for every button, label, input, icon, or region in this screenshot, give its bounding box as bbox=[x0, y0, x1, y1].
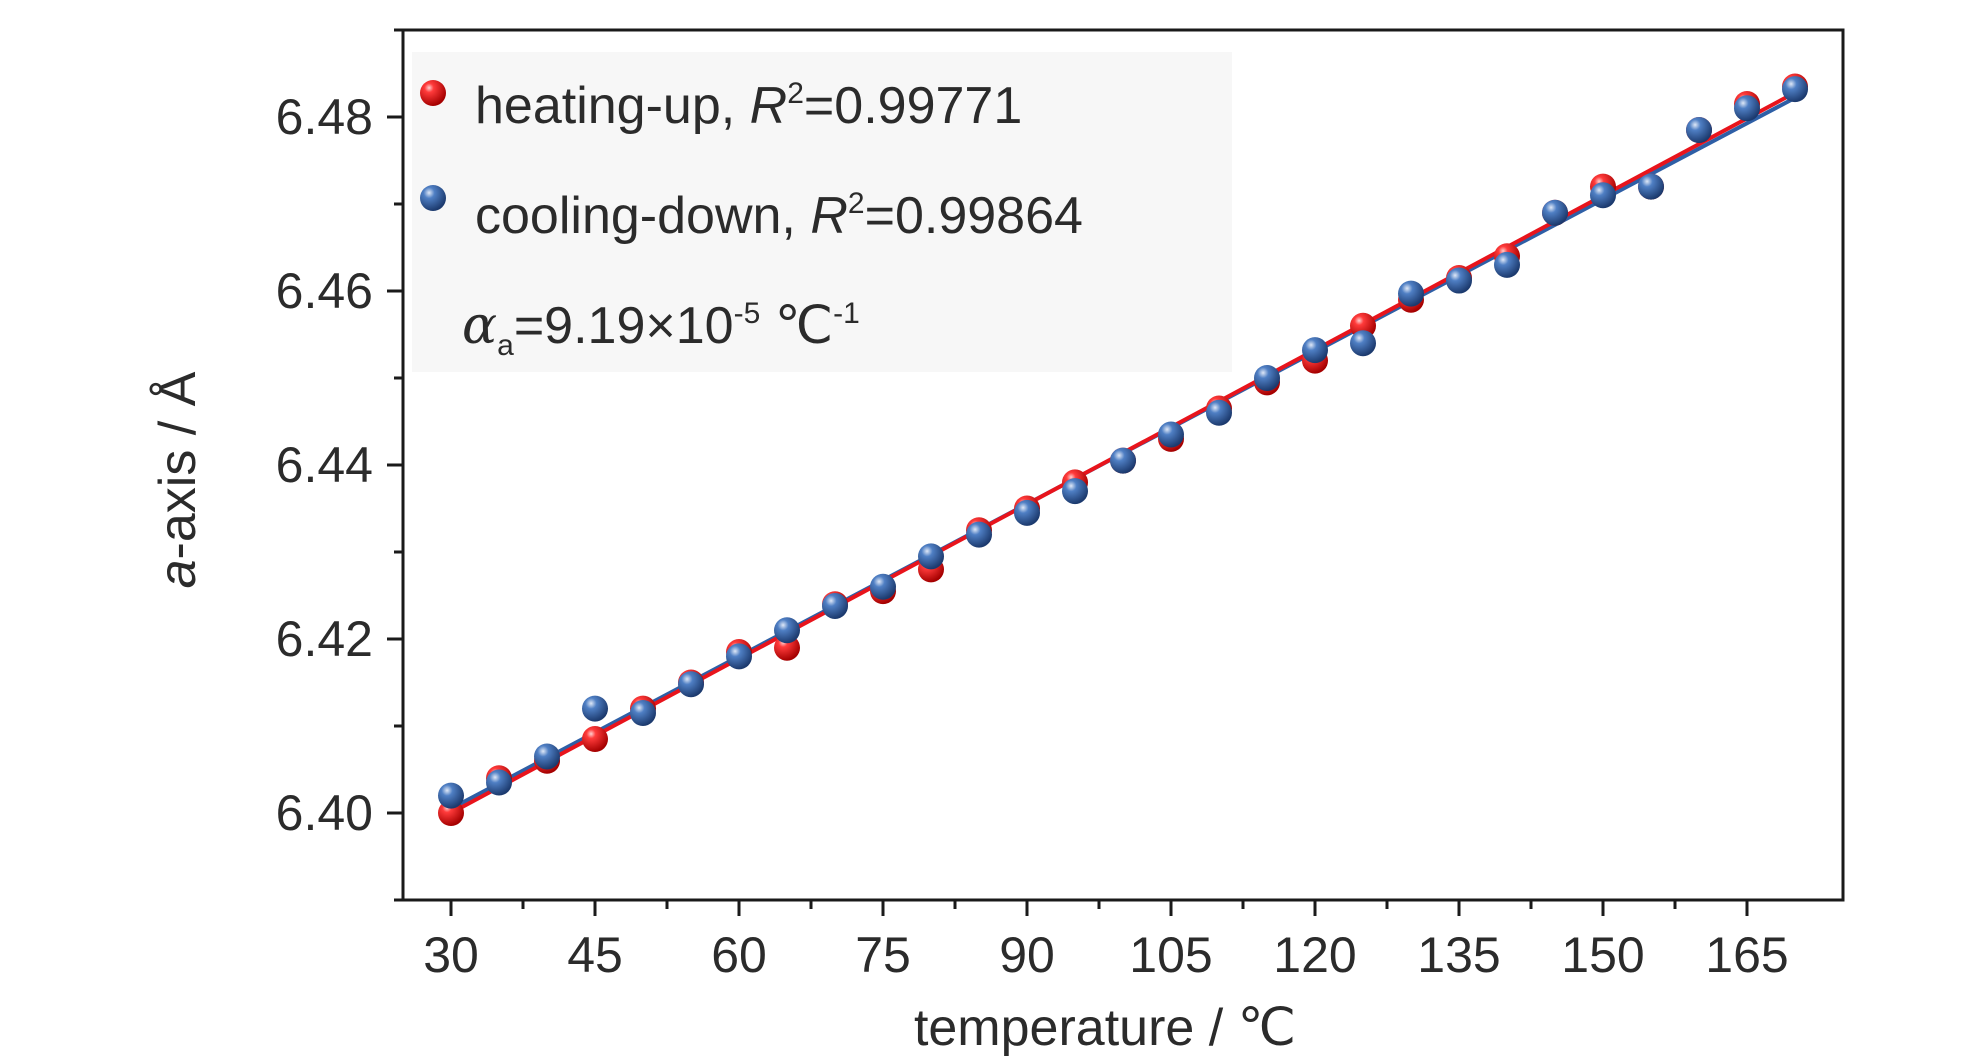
y-tick-label: 6.44 bbox=[276, 437, 373, 493]
legend-entry-cooling: cooling-down, R2=0.99864 bbox=[475, 187, 1083, 245]
alpha-unit: ℃ bbox=[775, 297, 833, 355]
alpha-value: =9.19×10 bbox=[514, 297, 734, 355]
cooling-point bbox=[870, 573, 896, 600]
alpha-exponent: -5 bbox=[734, 297, 761, 330]
axis-ticks bbox=[387, 28, 1749, 916]
cooling-point bbox=[822, 592, 848, 619]
cooling-point bbox=[1734, 95, 1760, 122]
cooling-point bbox=[534, 743, 560, 770]
x-axis-title: temperature / ℃ bbox=[914, 999, 1296, 1057]
cooling-point bbox=[1398, 280, 1424, 307]
alpha-subscript: a bbox=[497, 329, 514, 362]
legend-panel bbox=[412, 52, 1232, 372]
cooling-point bbox=[1206, 399, 1232, 426]
cooling-point bbox=[1014, 499, 1040, 526]
legend-heating-r2: =0.99771 bbox=[804, 77, 1022, 135]
cooling-point bbox=[630, 699, 656, 726]
y-tick-labels: 6.40 6.42 6.44 6.46 6.48 bbox=[276, 89, 373, 841]
alpha-unit-exponent: -1 bbox=[833, 297, 860, 330]
legend: heating-up, R2=0.99771 cooling-down, R2=… bbox=[420, 77, 1083, 362]
cooling-point bbox=[1350, 330, 1376, 357]
cooling-point bbox=[1638, 173, 1664, 200]
cooling-point bbox=[1062, 478, 1088, 505]
x-tick-label: 150 bbox=[1561, 927, 1644, 983]
x-tick-label: 165 bbox=[1705, 927, 1788, 983]
cooling-point bbox=[774, 617, 800, 644]
legend-heating-name: heating-up bbox=[475, 77, 721, 135]
cooling-point bbox=[1254, 365, 1280, 391]
cooling-point bbox=[1590, 182, 1616, 209]
cooling-point bbox=[1782, 76, 1808, 103]
cooling-point bbox=[1110, 447, 1136, 474]
legend-marker-heating bbox=[420, 80, 446, 106]
x-tick-label: 135 bbox=[1417, 927, 1500, 983]
cooling-point bbox=[582, 695, 608, 722]
x-tick-label: 75 bbox=[855, 927, 911, 983]
legend-marker-cooling bbox=[420, 185, 446, 211]
plot-frame bbox=[401, 28, 1845, 902]
legend-cooling-r: R bbox=[810, 187, 848, 245]
cooling-point bbox=[1494, 251, 1520, 278]
cooling-point bbox=[1542, 199, 1568, 226]
cooling-point bbox=[486, 769, 512, 796]
legend-cooling-r2: =0.99864 bbox=[865, 187, 1083, 245]
legend-heating-r: R bbox=[750, 77, 788, 135]
cooling-point bbox=[966, 521, 992, 548]
y-tick-label: 6.42 bbox=[276, 611, 373, 667]
x-tick-label: 120 bbox=[1273, 927, 1356, 983]
x-tick-label: 45 bbox=[567, 927, 623, 983]
heating-point bbox=[582, 726, 608, 753]
y-axis-title: a-axis / Å bbox=[149, 371, 207, 588]
cooling-point bbox=[1686, 117, 1712, 144]
alpha-symbol: α bbox=[462, 296, 497, 356]
cooling-point bbox=[1158, 421, 1184, 448]
y-axis-title-italic: a bbox=[149, 559, 207, 588]
x-tick-label: 105 bbox=[1129, 927, 1212, 983]
x-tick-label: 60 bbox=[711, 927, 767, 983]
cooling-point bbox=[726, 643, 752, 670]
y-tick-label: 6.40 bbox=[276, 785, 373, 841]
data-points bbox=[438, 73, 1808, 826]
expansion-coefficient-annotation: αa=9.19×10-5 ℃-1 bbox=[462, 296, 860, 362]
y-tick-label: 6.48 bbox=[276, 89, 373, 145]
cooling-point bbox=[438, 782, 464, 809]
y-axis-title-rest: -axis / Å bbox=[149, 371, 207, 559]
legend-entry-heating: heating-up, R2=0.99771 bbox=[475, 77, 1022, 135]
cooling-point bbox=[918, 543, 944, 570]
legend-cooling-name: cooling-down bbox=[475, 187, 781, 245]
x-tick-labels: 30 45 60 75 90 105 120 135 150 165 bbox=[423, 927, 1789, 983]
cooling-point bbox=[1302, 337, 1328, 364]
x-tick-label: 30 bbox=[423, 927, 479, 983]
x-tick-label: 90 bbox=[999, 927, 1055, 983]
cooling-point bbox=[678, 671, 704, 698]
cooling-point bbox=[1446, 267, 1472, 294]
y-tick-label: 6.46 bbox=[276, 263, 373, 319]
